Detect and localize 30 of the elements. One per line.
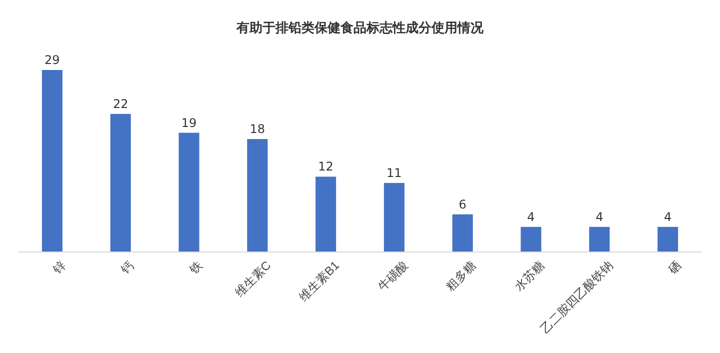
- bar: [316, 176, 336, 252]
- x-tick-label: 硒: [664, 258, 684, 278]
- data-label: 29: [44, 53, 60, 67]
- x-tick-label: 水苏糖: [512, 258, 548, 294]
- data-label: 4: [664, 210, 672, 224]
- bar: [384, 182, 404, 252]
- x-tick-label: 维生素C: [232, 258, 274, 300]
- x-tick-label: 铁: [186, 258, 206, 278]
- bar: [589, 226, 610, 252]
- x-tick-label: 维生素B1: [296, 258, 342, 304]
- bar: [658, 226, 678, 252]
- data-label: 11: [386, 166, 402, 180]
- data-label: 18: [250, 122, 266, 136]
- bar: [452, 214, 473, 252]
- data-label: 22: [112, 96, 128, 111]
- x-tick-label: 锌: [49, 258, 68, 278]
- x-tick-label: 钙: [118, 258, 137, 278]
- chart-title: 有助于排铅类保健食品标志性成分使用情况: [236, 20, 484, 36]
- bar: [178, 132, 200, 252]
- data-label: 12: [318, 160, 334, 174]
- bar: [42, 70, 62, 252]
- bar: [247, 139, 268, 252]
- data-label: 6: [458, 197, 466, 212]
- data-label: 4: [527, 210, 535, 224]
- bar: [520, 226, 542, 252]
- x-tick-label: 粗多糖: [443, 258, 479, 294]
- x-tick-label: 牛磺酸: [375, 258, 410, 294]
- bar: [110, 114, 131, 252]
- data-label: 4: [596, 210, 604, 224]
- data-label: 19: [181, 116, 197, 130]
